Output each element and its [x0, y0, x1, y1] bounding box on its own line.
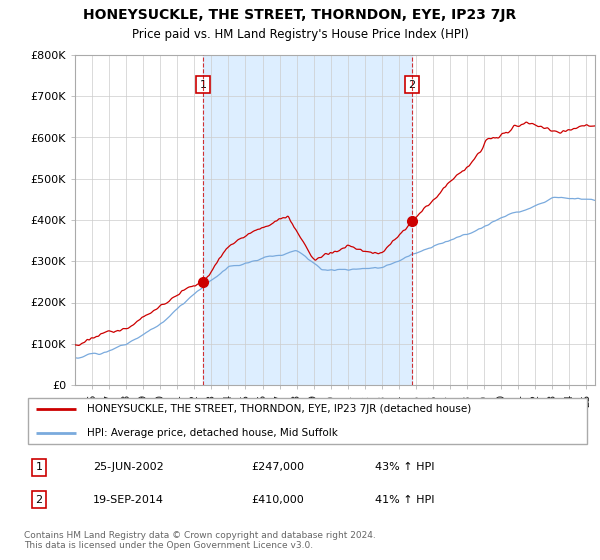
Text: 43% ↑ HPI: 43% ↑ HPI: [376, 463, 435, 473]
FancyBboxPatch shape: [28, 398, 587, 445]
Text: 1: 1: [199, 80, 206, 90]
Text: 41% ↑ HPI: 41% ↑ HPI: [376, 494, 435, 505]
Text: HONEYSUCKLE, THE STREET, THORNDON, EYE, IP23 7JR (detached house): HONEYSUCKLE, THE STREET, THORNDON, EYE, …: [87, 404, 472, 414]
Text: 2: 2: [408, 80, 415, 90]
Bar: [203, 55, 412, 385]
Text: HPI: Average price, detached house, Mid Suffolk: HPI: Average price, detached house, Mid …: [87, 428, 338, 438]
Text: £410,000: £410,000: [251, 494, 304, 505]
Text: 19-SEP-2014: 19-SEP-2014: [93, 494, 164, 505]
Text: HONEYSUCKLE, THE STREET, THORNDON, EYE, IP23 7JR: HONEYSUCKLE, THE STREET, THORNDON, EYE, …: [83, 8, 517, 22]
Text: 1: 1: [35, 463, 43, 473]
Text: £247,000: £247,000: [251, 463, 304, 473]
Text: 2: 2: [35, 494, 43, 505]
Text: Price paid vs. HM Land Registry's House Price Index (HPI): Price paid vs. HM Land Registry's House …: [131, 28, 469, 41]
Text: 25-JUN-2002: 25-JUN-2002: [93, 463, 164, 473]
Text: Contains HM Land Registry data © Crown copyright and database right 2024.
This d: Contains HM Land Registry data © Crown c…: [24, 531, 376, 550]
